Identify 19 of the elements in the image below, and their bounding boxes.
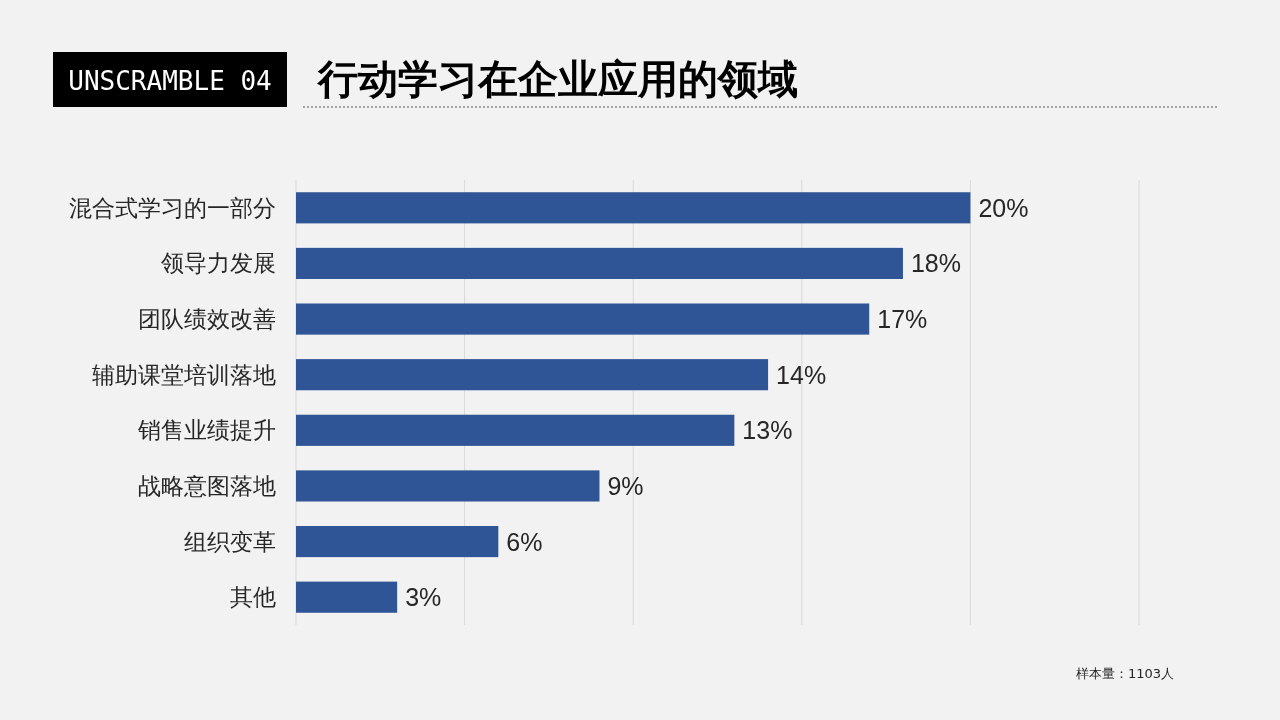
y-tick-label: 领导力发展 (161, 250, 276, 277)
data-label: 17% (877, 305, 928, 334)
data-label: 6% (506, 527, 543, 556)
y-tick-label: 销售业绩提升 (137, 417, 276, 444)
annotation: 样本量：1103人 (1076, 666, 1175, 681)
data-label: 20% (978, 193, 1029, 222)
data-label: 13% (742, 416, 793, 445)
subtitle: UNSCRAMBLE 04 (68, 66, 272, 96)
data-label: 9% (607, 471, 644, 500)
y-tick-label: 战略意图落地 (138, 472, 276, 499)
data-label: 14% (776, 360, 827, 389)
y-tick-label: 辅助课堂培训落地 (92, 361, 276, 388)
y-tick-label: 其他 (230, 584, 276, 611)
y-tick-label: 混合式学习的一部分 (69, 194, 276, 221)
title: 行动学习在企业应用的领域 (318, 56, 798, 102)
data-label: 18% (910, 249, 962, 278)
y-tick-label: 组织变革 (184, 528, 276, 555)
data-label: 3% (405, 583, 442, 612)
y-tick-label: 团队绩效改善 (138, 306, 276, 333)
